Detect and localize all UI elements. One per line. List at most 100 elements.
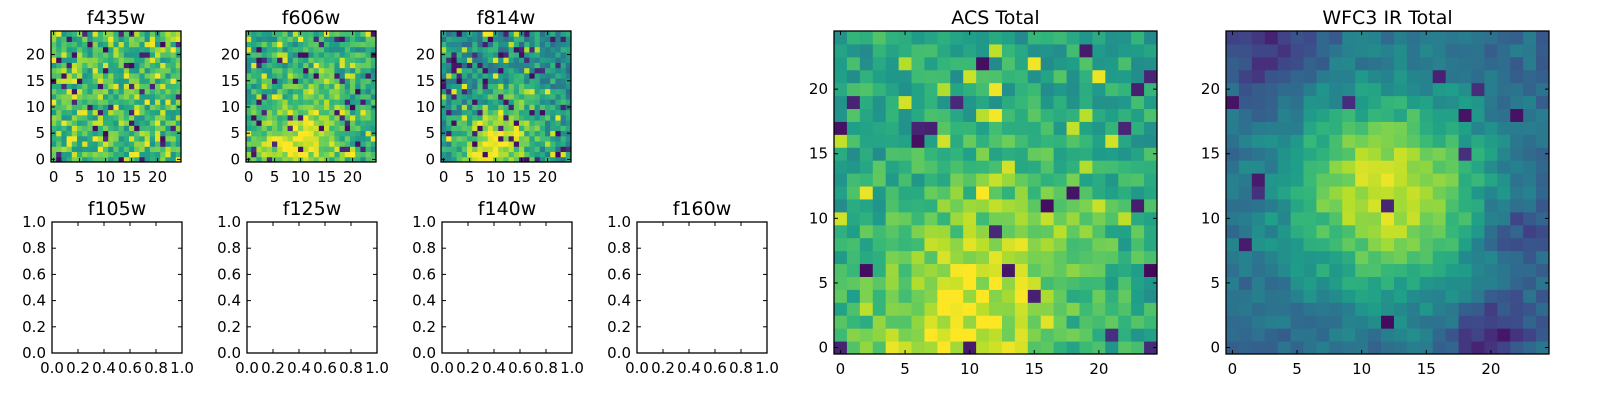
heatmap-cell	[360, 72, 367, 79]
heatmap-cell	[1523, 95, 1537, 110]
heatmap-cell	[272, 120, 278, 126]
heatmap-cell	[303, 114, 309, 121]
heatmap-cell	[287, 141, 294, 147]
heatmap-cell	[529, 88, 536, 95]
heatmap-cell	[487, 62, 494, 69]
heatmap-cell	[534, 99, 541, 105]
heatmap-cell	[1471, 328, 1485, 342]
heatmap-cell	[503, 67, 510, 74]
heatmap-cell	[287, 156, 294, 163]
heatmap-cell	[1131, 328, 1145, 342]
heatmap-cell	[261, 141, 268, 147]
heatmap-cell	[92, 146, 99, 153]
heatmap-cell	[175, 114, 182, 121]
heatmap-cell	[950, 31, 964, 45]
heatmap-cell	[477, 67, 484, 74]
heatmap-cell	[160, 88, 166, 95]
heatmap-cell	[461, 151, 468, 158]
heatmap-cell	[911, 31, 925, 45]
heatmap-cell	[1251, 134, 1266, 148]
heatmap-cell	[560, 99, 567, 105]
heatmap-cell	[82, 51, 88, 58]
heatmap-cell	[118, 125, 125, 132]
heatmap-cell	[498, 104, 504, 111]
heatmap-cell	[1238, 186, 1253, 200]
heatmap-cell	[1471, 250, 1485, 265]
heatmap-cell	[924, 147, 938, 161]
heatmap-cell	[508, 57, 515, 63]
panel-title: WFC3 IR Total	[1322, 7, 1452, 29]
heatmap-cell	[534, 93, 541, 100]
heatmap-cell	[1251, 302, 1266, 316]
heatmap-cell	[256, 83, 263, 90]
heatmap-cell	[287, 78, 294, 84]
heatmap-cell	[1092, 198, 1106, 213]
heatmap-cell	[344, 146, 351, 153]
heatmap-cell	[513, 130, 520, 137]
heatmap-cell	[170, 83, 177, 90]
heatmap-cell	[370, 146, 377, 153]
heatmap-cell	[170, 93, 177, 100]
heatmap-cell	[1040, 302, 1055, 316]
heatmap-cell	[87, 109, 94, 116]
heatmap-cell	[1342, 328, 1356, 342]
heatmap-cell	[1264, 186, 1279, 200]
heatmap-cell	[123, 31, 130, 37]
x-tick-label: 0.8	[534, 359, 558, 377]
heatmap-cell	[56, 125, 62, 132]
x-tick-label: 5	[75, 168, 85, 186]
heatmap-cell	[66, 67, 73, 74]
heatmap-cell	[1079, 173, 1093, 187]
heatmap-cell	[1355, 121, 1369, 135]
heatmap-cell	[365, 99, 372, 105]
heatmap-cell	[1536, 56, 1550, 71]
heatmap-cell	[313, 99, 320, 105]
heatmap-cell	[1277, 95, 1292, 110]
heatmap-cell	[1471, 289, 1485, 303]
heatmap-cell	[123, 51, 130, 58]
heatmap-cell	[1393, 186, 1408, 200]
heatmap-cell	[329, 135, 335, 142]
heatmap-cell	[1118, 186, 1132, 200]
heatmap-cell	[1040, 82, 1055, 97]
heatmap-cell	[298, 41, 304, 48]
heatmap-cell	[355, 83, 361, 90]
heatmap-cell	[1471, 186, 1485, 200]
heatmap-cell	[334, 72, 341, 79]
heatmap-cell	[963, 198, 977, 213]
heatmap-cell	[467, 114, 473, 121]
x-tick-label: 0	[49, 168, 59, 186]
heatmap-cell	[365, 57, 372, 63]
heatmap-cell	[1497, 341, 1511, 355]
heatmap-cell	[1264, 198, 1279, 213]
heatmap-cell	[503, 99, 510, 105]
heatmap-cell	[87, 120, 94, 126]
heatmap-cell	[1290, 69, 1305, 84]
heatmap-cell	[989, 276, 1003, 290]
heatmap-cell	[339, 93, 346, 100]
heatmap-cell	[937, 56, 951, 71]
heatmap-cell	[1303, 263, 1317, 277]
heatmap-cell	[360, 41, 367, 48]
heatmap-cell	[256, 135, 263, 142]
heatmap-cell	[97, 83, 104, 90]
heatmap-cell	[963, 82, 977, 97]
heatmap-cell	[1381, 289, 1395, 303]
heatmap-cell	[51, 135, 57, 142]
heatmap-cell	[477, 151, 484, 158]
heatmap-cell	[1118, 108, 1132, 122]
heatmap-cell	[529, 62, 536, 69]
heatmap-cell	[71, 146, 78, 153]
heatmap-cell	[976, 263, 990, 277]
heatmap-cell	[144, 146, 151, 153]
y-tick-label: 10	[1201, 209, 1220, 227]
heatmap-cell	[108, 135, 114, 142]
heatmap-cell	[1523, 263, 1537, 277]
heatmap-cell	[1144, 186, 1158, 200]
heatmap-cell	[508, 93, 515, 100]
heatmap-cell	[989, 95, 1003, 110]
heatmap-cell	[1419, 95, 1434, 110]
heatmap-cell	[77, 36, 83, 42]
y-tick-label: 5	[230, 124, 240, 142]
heatmap-cell	[493, 151, 499, 158]
